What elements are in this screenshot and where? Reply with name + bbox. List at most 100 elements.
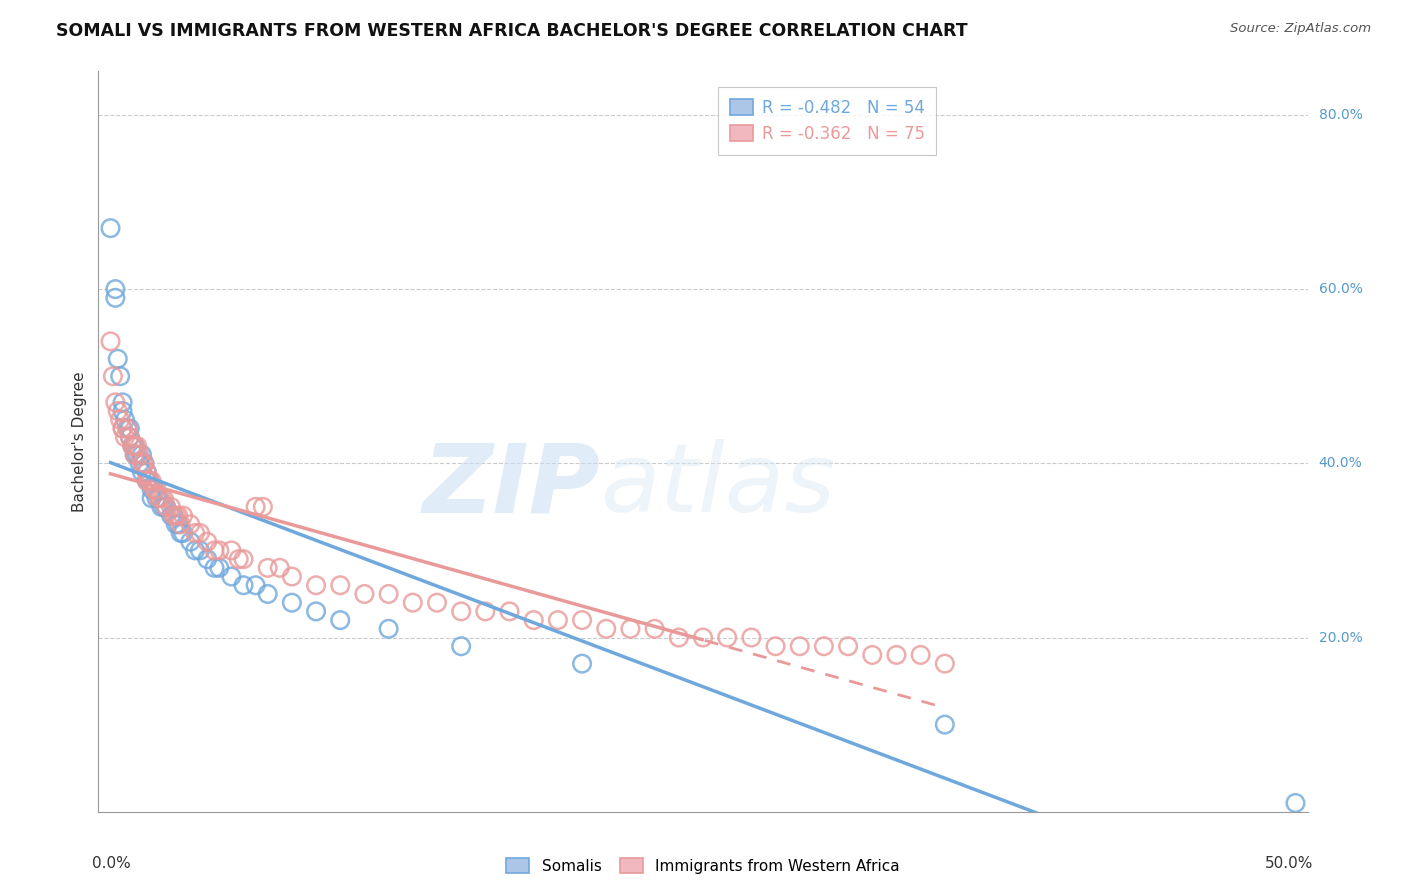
Point <box>138 474 160 488</box>
Point <box>668 631 690 645</box>
Point <box>232 578 254 592</box>
Point <box>450 604 472 618</box>
Point <box>145 483 167 497</box>
Point <box>523 613 546 627</box>
Point <box>141 491 163 505</box>
Point <box>228 552 250 566</box>
Point <box>121 439 143 453</box>
Point <box>474 604 496 618</box>
Point <box>117 421 139 435</box>
Point <box>571 657 593 671</box>
Point <box>195 534 218 549</box>
Point <box>165 508 187 523</box>
Point <box>169 526 191 541</box>
Point <box>765 639 787 653</box>
Point <box>245 578 267 592</box>
Text: ZIP: ZIP <box>422 440 600 533</box>
Legend: Somalis, Immigrants from Western Africa: Somalis, Immigrants from Western Africa <box>501 852 905 880</box>
Point <box>740 631 762 645</box>
Point <box>138 474 160 488</box>
Point <box>305 578 328 592</box>
Point <box>716 631 738 645</box>
Point <box>128 448 150 462</box>
Point <box>135 465 157 479</box>
Point <box>107 351 129 366</box>
Point <box>135 474 157 488</box>
Point <box>100 334 122 349</box>
Point <box>692 631 714 645</box>
Point <box>221 543 243 558</box>
Point <box>101 369 124 384</box>
Point <box>124 439 146 453</box>
Point <box>150 491 173 505</box>
Point <box>124 448 146 462</box>
Point <box>402 596 425 610</box>
Text: atlas: atlas <box>600 440 835 533</box>
Point <box>571 613 593 627</box>
Point <box>547 613 569 627</box>
Point <box>104 282 127 296</box>
Point <box>208 561 231 575</box>
Point <box>108 413 131 427</box>
Point <box>148 491 170 505</box>
Point <box>329 578 352 592</box>
Point <box>135 474 157 488</box>
Point <box>188 543 211 558</box>
Point <box>124 448 146 462</box>
Point <box>167 508 190 523</box>
Point <box>165 517 187 532</box>
Point <box>111 404 134 418</box>
Point <box>143 483 166 497</box>
Point <box>221 569 243 583</box>
Point <box>208 543 231 558</box>
Point <box>377 587 399 601</box>
Text: 50.0%: 50.0% <box>1265 856 1313 871</box>
Point <box>179 534 201 549</box>
Text: Source: ZipAtlas.com: Source: ZipAtlas.com <box>1230 22 1371 36</box>
Point <box>155 500 177 514</box>
Text: 80.0%: 80.0% <box>1319 108 1362 122</box>
Point <box>860 648 883 662</box>
Point <box>111 421 134 435</box>
Point <box>813 639 835 653</box>
Point <box>131 456 153 470</box>
Point <box>118 430 141 444</box>
Point <box>127 439 149 453</box>
Point <box>117 421 139 435</box>
Point <box>169 517 191 532</box>
Point <box>100 221 122 235</box>
Point <box>172 526 194 541</box>
Point <box>256 561 278 575</box>
Text: 20.0%: 20.0% <box>1319 631 1362 645</box>
Point <box>143 483 166 497</box>
Point <box>162 508 184 523</box>
Point <box>934 717 956 731</box>
Point <box>644 622 666 636</box>
Point <box>152 500 174 514</box>
Point <box>152 491 174 505</box>
Point <box>118 430 141 444</box>
Point <box>195 552 218 566</box>
Point <box>111 395 134 409</box>
Point <box>150 500 173 514</box>
Point <box>837 639 859 653</box>
Text: SOMALI VS IMMIGRANTS FROM WESTERN AFRICA BACHELOR'S DEGREE CORRELATION CHART: SOMALI VS IMMIGRANTS FROM WESTERN AFRICA… <box>56 22 967 40</box>
Point <box>131 465 153 479</box>
Legend: R = -0.482   N = 54, R = -0.362   N = 75: R = -0.482 N = 54, R = -0.362 N = 75 <box>718 87 936 155</box>
Point <box>305 604 328 618</box>
Point <box>619 622 641 636</box>
Point <box>127 448 149 462</box>
Point <box>135 465 157 479</box>
Point <box>160 500 183 514</box>
Point <box>108 369 131 384</box>
Point <box>104 291 127 305</box>
Text: 0.0%: 0.0% <box>93 856 131 871</box>
Point <box>131 448 153 462</box>
Point <box>111 421 134 435</box>
Point <box>128 456 150 470</box>
Point <box>245 500 267 514</box>
Point <box>107 404 129 418</box>
Point <box>124 439 146 453</box>
Point <box>155 500 177 514</box>
Point <box>281 569 304 583</box>
